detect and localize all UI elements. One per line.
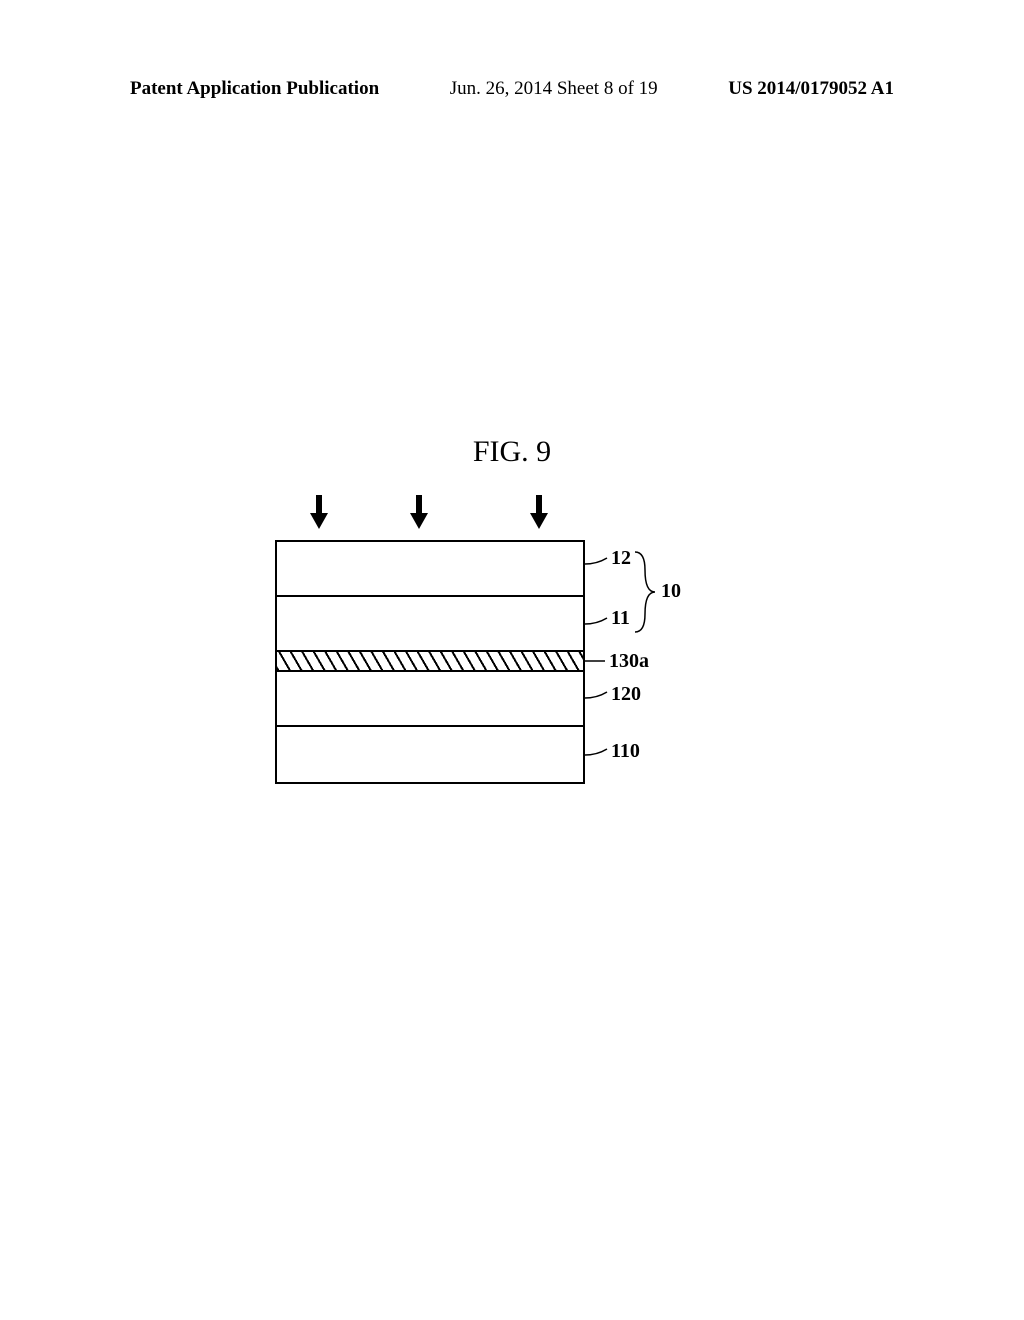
down-arrow-icon: [410, 495, 428, 529]
label-110: 110: [611, 740, 640, 763]
layer-130a: [277, 652, 583, 672]
header-publication: Patent Application Publication: [130, 78, 379, 100]
layer-11: [277, 597, 583, 652]
down-arrow-icon: [530, 495, 548, 529]
layer-stack: [275, 540, 585, 784]
label-12: 12: [611, 547, 631, 570]
layer-12: [277, 542, 583, 597]
label-10: 10: [661, 580, 681, 603]
layer-120: [277, 672, 583, 727]
down-arrow-icon: [310, 495, 328, 529]
label-130a: 130a: [609, 650, 649, 673]
header-date-sheet: Jun. 26, 2014 Sheet 8 of 19: [450, 78, 658, 100]
figure-title: FIG. 9: [473, 435, 551, 469]
label-120: 120: [611, 683, 641, 706]
header-patent-number: US 2014/0179052 A1: [728, 78, 894, 100]
layer-110: [277, 727, 583, 782]
label-11: 11: [611, 607, 630, 630]
page-header: Patent Application Publication Jun. 26, …: [0, 78, 1024, 100]
